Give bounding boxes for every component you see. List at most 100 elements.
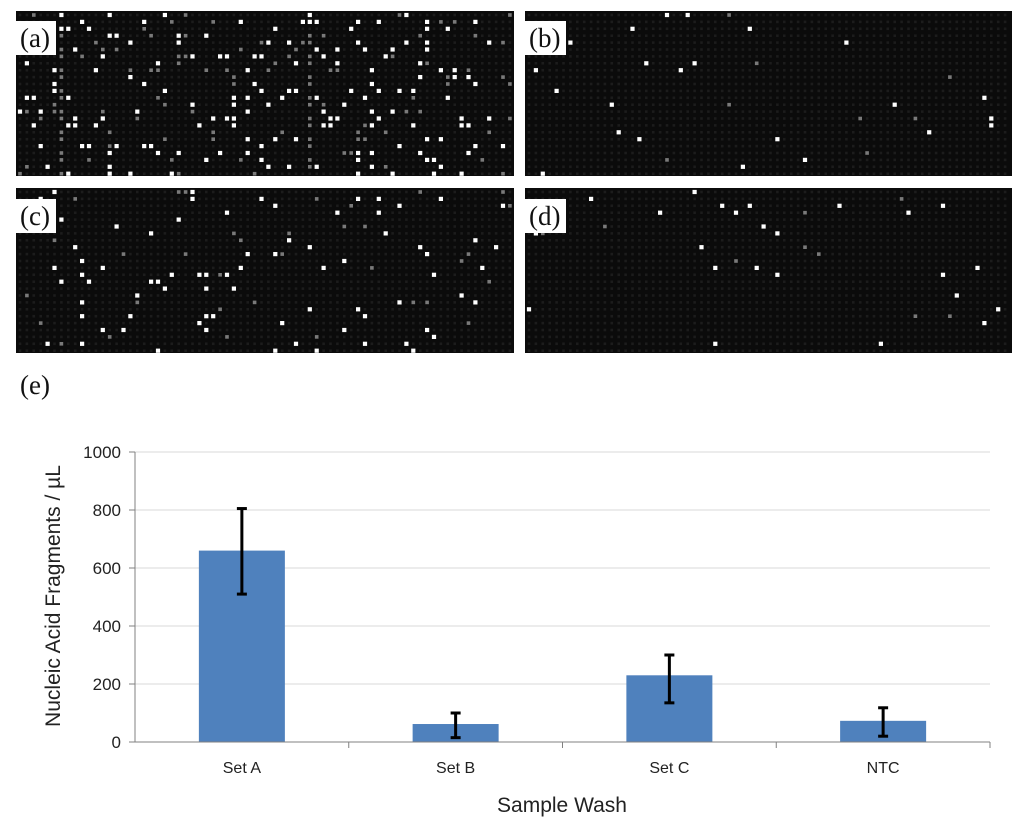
array-spot	[142, 218, 146, 221]
array-spot	[294, 144, 298, 148]
array-spot	[314, 335, 319, 339]
array-spot	[508, 287, 512, 290]
array-spot	[308, 110, 312, 113]
array-spot	[198, 280, 201, 283]
array-spot	[73, 75, 77, 79]
array-spot	[369, 123, 374, 128]
array-spot	[170, 335, 174, 339]
array-spot	[198, 110, 201, 113]
array-spot	[142, 294, 146, 297]
array-spot	[31, 123, 36, 128]
array-spot	[582, 68, 586, 72]
array-spot	[39, 245, 42, 249]
array-spot	[453, 280, 456, 283]
array-spot	[308, 252, 312, 256]
array-spot	[845, 144, 848, 148]
array-spot	[260, 245, 263, 249]
array-spot	[142, 204, 146, 208]
array-spot	[349, 225, 353, 228]
array-spot	[336, 103, 339, 106]
array-spot	[211, 158, 215, 162]
array-spot	[87, 328, 91, 332]
array-spot	[879, 89, 883, 93]
array-spot	[115, 62, 118, 65]
array-spot	[343, 252, 346, 256]
array-spot	[239, 328, 243, 332]
array-spot	[624, 41, 627, 44]
array-spot	[445, 95, 450, 100]
array-spot	[638, 41, 641, 44]
array-spot	[501, 294, 505, 297]
array-spot	[225, 294, 229, 297]
array-spot	[755, 172, 758, 175]
array-spot	[370, 335, 374, 339]
array-spot	[907, 27, 910, 31]
array-spot	[18, 287, 22, 290]
array-spot	[734, 165, 738, 169]
array-spot	[474, 232, 477, 235]
array-spot	[384, 259, 387, 263]
array-spot	[363, 294, 367, 297]
array-spot	[205, 124, 208, 127]
array-spot	[129, 204, 132, 208]
array-spot	[555, 75, 558, 79]
array-spot	[734, 103, 738, 106]
array-spot	[803, 89, 807, 93]
array-spot	[149, 41, 153, 44]
array-spot	[198, 62, 201, 65]
array-spot	[198, 13, 201, 17]
array-spot	[624, 124, 627, 127]
array-spot	[356, 68, 360, 72]
array-spot	[121, 252, 126, 256]
array-spot	[438, 164, 443, 169]
array-spot	[253, 190, 256, 194]
array-spot	[280, 110, 284, 113]
array-spot	[253, 266, 256, 270]
array-spot	[211, 273, 215, 277]
array-spot	[122, 20, 125, 24]
array-spot	[990, 131, 993, 134]
array-spot	[280, 190, 284, 194]
array-spot	[541, 89, 545, 93]
array-spot	[218, 252, 222, 256]
array-spot	[184, 301, 187, 304]
array-spot	[363, 165, 367, 169]
array-spot	[287, 204, 291, 208]
array-spot	[391, 131, 394, 134]
array-spot	[824, 96, 827, 100]
array-spot	[474, 41, 477, 44]
array-spot	[177, 245, 180, 249]
array-spot	[356, 225, 360, 228]
array-spot	[865, 75, 869, 79]
array-spot	[672, 144, 676, 148]
array-spot	[907, 124, 910, 127]
array-spot	[246, 124, 249, 127]
array-spot	[900, 110, 903, 113]
array-spot	[412, 55, 415, 58]
array-spot	[149, 308, 153, 311]
array-spot	[218, 124, 222, 127]
array-spot	[377, 287, 381, 290]
array-spot	[624, 82, 627, 86]
array-spot	[481, 335, 484, 339]
array-spot	[73, 137, 77, 141]
array-spot	[418, 109, 422, 114]
array-spot	[336, 280, 339, 283]
array-spot	[239, 62, 243, 65]
array-spot	[700, 20, 703, 24]
array-spot	[170, 280, 174, 283]
array-spot	[762, 117, 765, 120]
array-spot	[534, 165, 538, 169]
array-spot	[603, 68, 607, 72]
array-spot	[658, 89, 662, 93]
array-spot	[734, 75, 738, 79]
array-spot	[377, 328, 381, 332]
array-spot	[775, 137, 780, 142]
array-spot	[129, 211, 132, 214]
array-spot	[838, 144, 841, 148]
array-spot	[432, 190, 436, 194]
array-spot	[198, 158, 201, 162]
array-spot	[246, 232, 249, 235]
array-spot	[487, 273, 491, 277]
array-spot	[349, 144, 353, 148]
